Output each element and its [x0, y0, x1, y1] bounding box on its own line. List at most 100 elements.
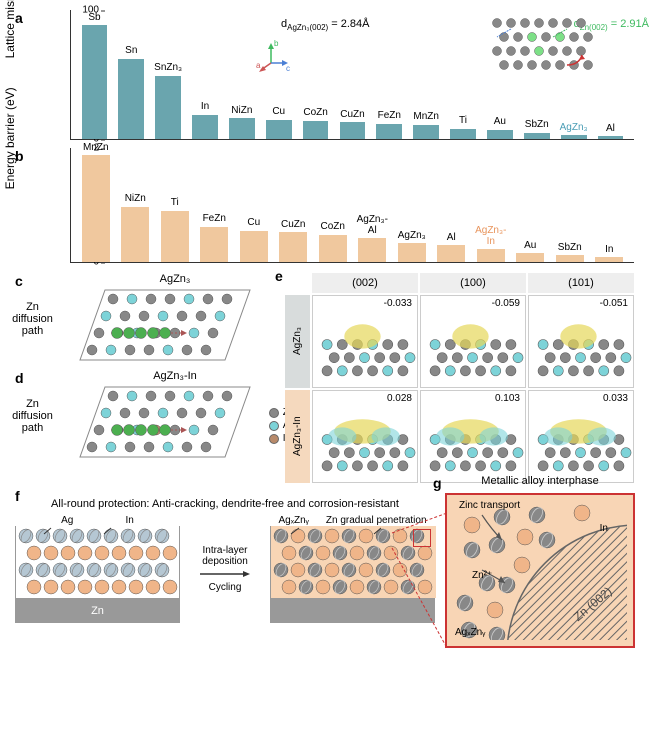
- bar-label: NiZn: [116, 193, 156, 204]
- e-column-header: (100): [420, 273, 526, 293]
- panel-c-title: AgZn₃: [75, 273, 275, 285]
- bar-label: Ti: [445, 115, 482, 126]
- panel-d-label: d: [15, 370, 24, 386]
- bar-label: Ti: [155, 197, 195, 208]
- bar-label: SbZn: [518, 119, 555, 130]
- bar: [279, 232, 307, 262]
- bar-label: Au: [481, 116, 518, 127]
- bar-label: In: [590, 244, 630, 255]
- bar: [200, 227, 228, 262]
- bar: [319, 235, 347, 262]
- bar: [229, 118, 255, 139]
- bar: [266, 120, 292, 139]
- bar: [437, 245, 465, 262]
- in-label: In: [126, 515, 134, 526]
- bar-label: CoZn: [313, 221, 353, 232]
- e-cell: 0.033: [528, 390, 634, 483]
- bar: [340, 122, 366, 139]
- panel-e: e (002)(100)(101)AgZn₃-0.033-0.059-0.051…: [285, 273, 634, 483]
- bar: [556, 255, 584, 262]
- bar: [121, 207, 149, 262]
- g-zn2-label: Zn²⁺: [472, 570, 492, 581]
- f-before-block: Ag In Zn: [15, 515, 180, 623]
- bar: [561, 135, 587, 139]
- bar-label: FeZn: [195, 213, 235, 224]
- bar: [358, 238, 386, 262]
- bar-label: CoZn: [297, 107, 334, 118]
- ag-label: Ag: [61, 515, 73, 526]
- axes-indicator: b c a: [256, 38, 296, 78]
- bar: [413, 125, 439, 139]
- bar-label: NiZn: [223, 105, 260, 116]
- layer-after: [270, 526, 435, 598]
- panel-e-label: e: [275, 268, 283, 284]
- panel-g-label: g: [433, 475, 442, 491]
- alloy-label: AgₓZnᵧ: [278, 515, 308, 526]
- bar: [477, 249, 505, 262]
- e-column-header: (101): [528, 273, 634, 293]
- bar: [118, 59, 144, 139]
- e-cell: 0.103: [420, 390, 526, 483]
- arrow-label-2: Cycling: [195, 582, 255, 593]
- e-cell: -0.033: [312, 295, 418, 388]
- chart-b: 00.511.52 MnZnNiZnTiFeZnCuCuZnCoZnAgZn₃-…: [70, 148, 634, 263]
- lattice-inset: [489, 15, 599, 80]
- panel-c-label: c: [15, 273, 23, 289]
- panel-f-title: All-round protection: Anti-cracking, den…: [15, 498, 435, 510]
- bar: [155, 76, 181, 139]
- panel-a: a Lattice mismatch (%) 020406080100 SbSn…: [15, 10, 634, 140]
- bar-label: SnZn₃: [150, 62, 187, 73]
- panel-d-title: AgZn₃-In: [75, 370, 275, 382]
- bar-label: AgZn₃-Al: [353, 214, 393, 236]
- svg-text:c: c: [286, 64, 290, 73]
- bar-label: Au: [511, 240, 551, 251]
- chart-a: 020406080100 SbSnSnZn₃InNiZnCuCoZnCuZnFe…: [70, 10, 634, 140]
- bar-label: Cu: [260, 106, 297, 117]
- bar-label: MnZn: [76, 142, 116, 153]
- layer-before: [15, 526, 180, 598]
- bar: [450, 129, 476, 139]
- arrow-label-1: Intra-layer deposition: [195, 545, 255, 567]
- process-arrow: Intra-layer deposition Cycling: [195, 545, 255, 593]
- annotation-agzn: dAgZn₃(002) = 2.84Å: [281, 18, 369, 32]
- bar: [192, 115, 218, 140]
- svg-text:a: a: [256, 61, 261, 70]
- g-transport-label: Zinc transport: [459, 500, 520, 511]
- bar-label: MnZn: [408, 111, 445, 122]
- svg-text:b: b: [274, 39, 279, 48]
- panel-d-side-label: Zn diffusion path: [10, 398, 55, 434]
- bar-label: CuZn: [334, 109, 371, 120]
- e-row-label: AgZn₃-In: [285, 390, 310, 483]
- bar-label: CuZn: [274, 219, 314, 230]
- chart-b-ylabel: Energy barrier (eV): [3, 87, 17, 189]
- e-cell: -0.051: [528, 295, 634, 388]
- bar: [398, 243, 426, 262]
- panel-b: b Energy barrier (eV) 00.511.52 MnZnNiZn…: [15, 148, 634, 263]
- panel-g-title: Metallic alloy interphase: [445, 475, 635, 487]
- bar-label: Al: [592, 123, 629, 134]
- bar: [82, 155, 110, 262]
- e-cell: 0.028: [312, 390, 418, 483]
- bar: [516, 253, 544, 262]
- panel-f: f All-round protection: Anti-cracking, d…: [15, 493, 435, 648]
- bar: [82, 25, 108, 139]
- e-column-header: (002): [312, 273, 418, 293]
- bar-label: Sb: [76, 12, 113, 23]
- bar: [161, 211, 189, 262]
- bar: [376, 124, 402, 139]
- bar: [598, 136, 624, 139]
- bar-label: AgZn₃: [392, 230, 432, 241]
- panel-f-label: f: [15, 488, 20, 504]
- chart-a-ylabel: Lattice mismatch (%): [3, 0, 17, 58]
- panel-c: c AgZn₃ Zn diffusion path: [15, 273, 275, 365]
- e-row-label: AgZn₃: [285, 295, 310, 388]
- bar-label: In: [187, 101, 224, 112]
- bar-label: SbZn: [550, 242, 590, 253]
- substrate-left: Zn: [15, 598, 180, 623]
- g-alloy-label: AgₓZnᵧ: [455, 627, 485, 638]
- f-after-block: AgₓZnᵧ Zn gradual penetration: [270, 515, 435, 623]
- panel-c-side-label: Zn diffusion path: [10, 301, 55, 337]
- diffusion-lattice-c: [75, 285, 255, 365]
- diffusion-lattice-d: [75, 382, 255, 462]
- penetration-label: Zn gradual penetration: [326, 515, 427, 526]
